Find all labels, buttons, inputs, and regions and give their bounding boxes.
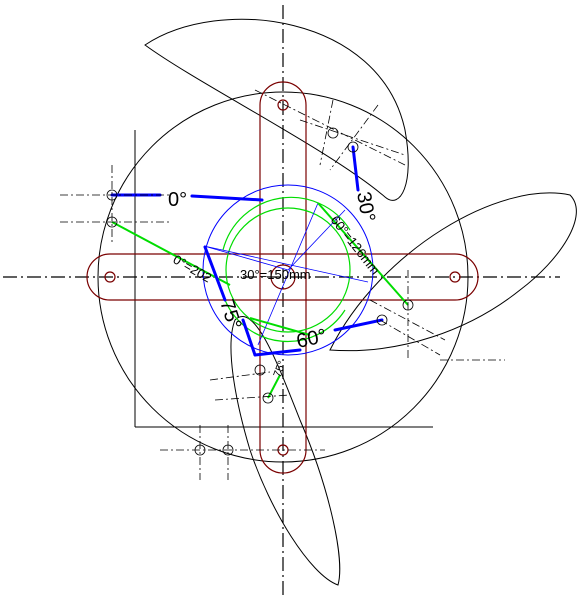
- construction: [60, 89, 505, 480]
- angle-75-label: 75°: [215, 297, 245, 333]
- dim-60-label: 60°=126mm: [328, 213, 383, 278]
- dim-75-label: 75°: [272, 359, 289, 379]
- blade-bottom: [230, 316, 341, 586]
- angle-30-label: 30°: [352, 190, 379, 224]
- pivots: [106, 127, 414, 456]
- blades: [144, 18, 577, 586]
- frame: [134, 130, 433, 428]
- dim-30-label: 30°=150mm: [240, 267, 311, 282]
- blue-links: [110, 145, 384, 357]
- slot-horizontal: [86, 253, 479, 301]
- green-lines: [111, 202, 409, 399]
- green-arcs: [222, 196, 351, 343]
- outer-circle: [97, 91, 469, 463]
- angle-0-label: 0°: [168, 189, 187, 211]
- angle-60-label: 60°: [294, 325, 328, 353]
- blade-right: [329, 192, 577, 352]
- blade-top: [144, 18, 409, 201]
- blue-radials: [203, 202, 369, 346]
